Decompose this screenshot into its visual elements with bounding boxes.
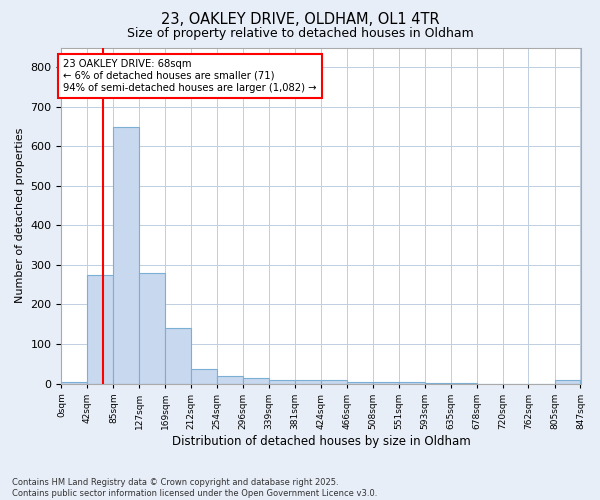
Bar <box>373 382 399 384</box>
Bar <box>555 380 580 384</box>
Bar <box>269 380 295 384</box>
Bar <box>191 368 217 384</box>
Text: 23 OAKLEY DRIVE: 68sqm
← 6% of detached houses are smaller (71)
94% of semi-deta: 23 OAKLEY DRIVE: 68sqm ← 6% of detached … <box>63 60 317 92</box>
Bar <box>321 380 347 384</box>
Bar <box>243 378 269 384</box>
Text: Contains HM Land Registry data © Crown copyright and database right 2025.
Contai: Contains HM Land Registry data © Crown c… <box>12 478 377 498</box>
Bar <box>217 376 243 384</box>
Bar <box>347 382 373 384</box>
Bar <box>61 382 87 384</box>
X-axis label: Distribution of detached houses by size in Oldham: Distribution of detached houses by size … <box>172 434 470 448</box>
Bar <box>165 328 191 384</box>
Text: 23, OAKLEY DRIVE, OLDHAM, OL1 4TR: 23, OAKLEY DRIVE, OLDHAM, OL1 4TR <box>161 12 439 28</box>
Y-axis label: Number of detached properties: Number of detached properties <box>15 128 25 303</box>
Bar <box>295 380 321 384</box>
Bar <box>399 382 425 384</box>
Bar <box>113 128 139 384</box>
Bar <box>87 275 113 384</box>
Bar <box>451 383 477 384</box>
Bar <box>139 273 165 384</box>
Bar <box>425 383 451 384</box>
Text: Size of property relative to detached houses in Oldham: Size of property relative to detached ho… <box>127 26 473 40</box>
